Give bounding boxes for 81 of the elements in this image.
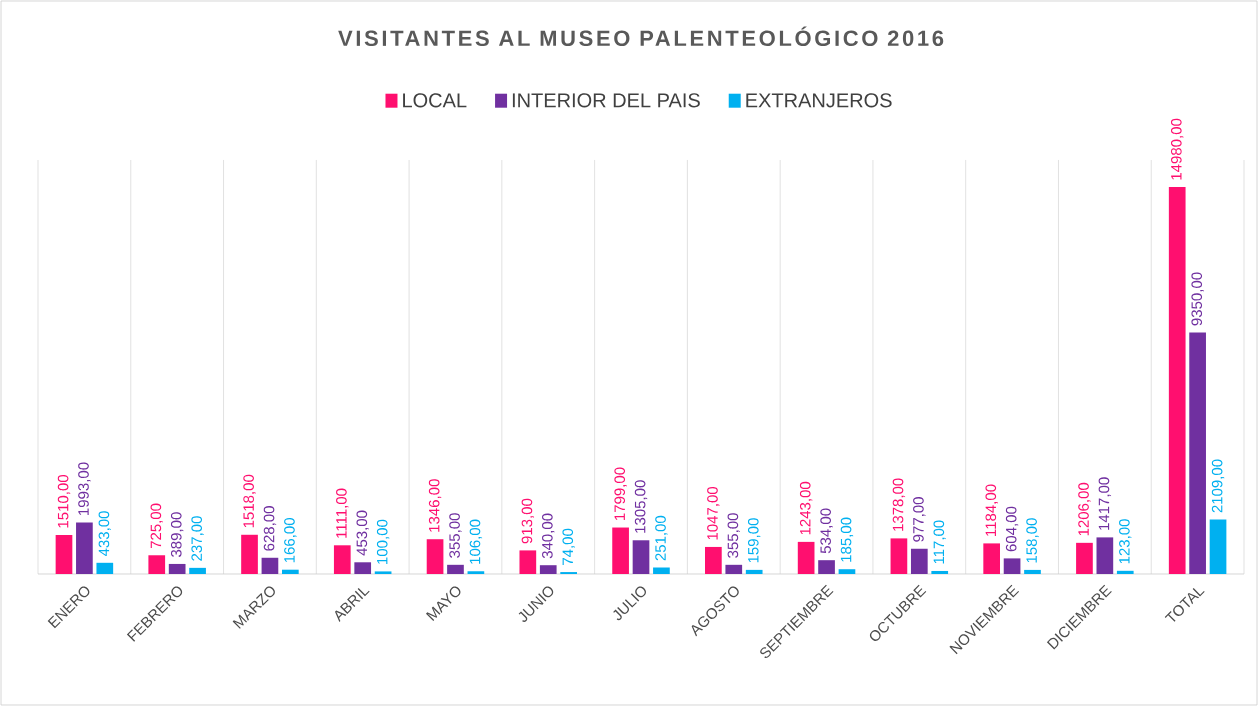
data-label: 389,00 bbox=[170, 512, 184, 557]
data-label: 1518,00 bbox=[243, 474, 256, 528]
bar bbox=[890, 538, 908, 574]
data-label: 117,00 bbox=[933, 520, 946, 564]
bar bbox=[910, 548, 928, 574]
data-label: 1184,00 bbox=[985, 484, 998, 536]
bar bbox=[653, 567, 670, 574]
bar bbox=[333, 545, 351, 574]
bar bbox=[797, 541, 815, 574]
data-label: 1243,00 bbox=[799, 481, 813, 535]
data-label: 1510,00 bbox=[57, 474, 71, 528]
bar bbox=[539, 565, 557, 574]
data-label: 340,00 bbox=[542, 513, 555, 559]
bar bbox=[612, 527, 629, 574]
bar bbox=[1003, 558, 1021, 574]
bar bbox=[838, 569, 856, 574]
bar bbox=[1076, 542, 1093, 574]
bar bbox=[426, 539, 444, 574]
bar bbox=[261, 557, 279, 574]
data-label: 1047,00 bbox=[707, 486, 720, 540]
data-label: 913,00 bbox=[521, 498, 535, 544]
data-label: 185,00 bbox=[840, 517, 854, 562]
bar bbox=[241, 534, 258, 574]
data-label: 1378,00 bbox=[892, 478, 906, 531]
data-label: 9350,00 bbox=[1191, 272, 1204, 326]
bar bbox=[519, 550, 537, 574]
data-label: 1111,00 bbox=[336, 488, 349, 538]
data-label: 977,00 bbox=[913, 497, 926, 542]
bar bbox=[55, 534, 73, 574]
bar bbox=[931, 570, 949, 574]
data-label: 237,00 bbox=[191, 516, 204, 561]
legend-label: INTERIOR DEL PAIS bbox=[512, 93, 700, 108]
bar bbox=[818, 560, 835, 574]
data-label: 1305,00 bbox=[634, 480, 648, 533]
bar bbox=[1024, 569, 1041, 574]
bar bbox=[725, 564, 743, 574]
data-label: 433,00 bbox=[98, 511, 111, 557]
bar bbox=[447, 564, 464, 574]
bar bbox=[705, 546, 722, 574]
data-label: 1417,00 bbox=[1098, 477, 1112, 530]
data-label: 453,00 bbox=[356, 510, 369, 556]
bar bbox=[1096, 537, 1114, 574]
bar bbox=[281, 569, 299, 574]
data-label: 251,00 bbox=[655, 515, 668, 561]
bar bbox=[189, 567, 206, 574]
bar bbox=[745, 569, 763, 574]
data-label: 1993,00 bbox=[78, 462, 91, 515]
bar bbox=[374, 571, 392, 574]
bar bbox=[1168, 187, 1186, 574]
chart-title: VISITANTES AL MUSEO PALENTEOLÓGICO 2016 bbox=[338, 26, 944, 47]
data-label: 2109,00 bbox=[1211, 459, 1225, 513]
data-label: 158,00 bbox=[1026, 518, 1039, 563]
bar bbox=[76, 522, 93, 574]
data-label: 628,00 bbox=[263, 506, 277, 551]
data-label: 166,00 bbox=[284, 518, 297, 563]
bar bbox=[467, 571, 485, 574]
data-label: 534,00 bbox=[820, 508, 833, 554]
legend-label: EXTRANJEROS bbox=[746, 93, 892, 108]
bar bbox=[354, 562, 372, 574]
data-label: 1346,00 bbox=[428, 479, 442, 532]
data-label: 355,00 bbox=[727, 513, 740, 558]
data-label: 14980,00 bbox=[1171, 118, 1184, 180]
data-label: 123,00 bbox=[1119, 519, 1132, 564]
bar bbox=[96, 562, 114, 574]
bar bbox=[1116, 570, 1134, 574]
data-label: 100,00 bbox=[376, 519, 390, 564]
bar bbox=[1209, 519, 1227, 574]
data-label: 106,00 bbox=[469, 519, 483, 564]
bar bbox=[168, 563, 186, 574]
data-label: 1799,00 bbox=[614, 467, 627, 520]
bar bbox=[148, 555, 166, 574]
data-label: 159,00 bbox=[747, 518, 761, 563]
data-label: 74,00 bbox=[562, 528, 575, 565]
data-label: 355,00 bbox=[449, 513, 462, 558]
bar bbox=[983, 543, 1001, 574]
bar bbox=[632, 540, 650, 574]
legend-label: LOCAL bbox=[403, 93, 467, 108]
data-label: 725,00 bbox=[150, 503, 163, 549]
bar bbox=[1189, 332, 1206, 574]
data-label: 604,00 bbox=[1005, 506, 1019, 552]
data-label: 1206,00 bbox=[1078, 482, 1091, 536]
